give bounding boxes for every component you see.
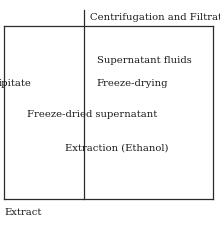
Text: Extraction (Ethanol): Extraction (Ethanol) [65, 143, 168, 152]
Text: ipitate: ipitate [0, 79, 32, 88]
Text: Extract: Extract [4, 208, 42, 218]
Text: Supernatant fluids: Supernatant fluids [97, 56, 192, 65]
Text: Centrifugation and Filtration: Centrifugation and Filtration [90, 13, 220, 22]
Text: Freeze-drying: Freeze-drying [97, 79, 168, 88]
Text: Freeze-dried supernatant: Freeze-dried supernatant [27, 110, 158, 119]
